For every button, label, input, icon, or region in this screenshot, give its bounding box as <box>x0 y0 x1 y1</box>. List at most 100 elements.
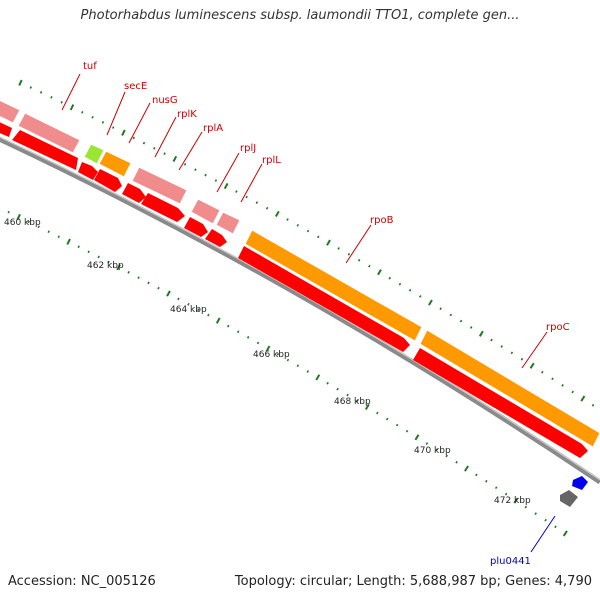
upper-scale-tick <box>368 264 371 268</box>
lower-scale-tick <box>137 276 140 279</box>
lower-scale-tick <box>147 281 150 285</box>
gene-label-rplJ[interactable]: rplJ <box>240 143 256 154</box>
gene-label-tuf[interactable]: tuf <box>83 61 97 72</box>
gene-feature-red-1[interactable] <box>0 120 12 137</box>
gene-feature-rplK[interactable] <box>131 166 188 205</box>
upper-scale-tick <box>419 295 422 298</box>
lower-scale-tick <box>414 434 420 441</box>
gene-label-plu0441[interactable]: plu0441 <box>490 556 531 567</box>
map-title: Photorhabdus luminescens subsp. laumondi… <box>80 8 520 23</box>
gene-feature-rpoC[interactable] <box>419 329 600 448</box>
upper-scale-tick <box>255 201 259 205</box>
gene-labels: tuf secE nusG rplK rplA rplJ rplL rpoB r… <box>83 61 570 567</box>
lower-scale-tick <box>455 460 458 464</box>
upper-scale-tick <box>306 229 310 233</box>
gene-feature-red-5[interactable] <box>122 183 146 203</box>
lower-scale-tick <box>227 324 230 328</box>
lower-scale-tick <box>364 403 370 411</box>
lower-scale-tick <box>187 302 190 306</box>
gene-feature-rpoB[interactable] <box>244 229 423 342</box>
callout-line-plu0441 <box>530 515 556 553</box>
gene-feature-red-6[interactable] <box>141 193 185 222</box>
gene-callouts <box>61 73 556 553</box>
kbp-labels: 460 kbp 462 kbp 464 kbp 466 kbp 468 kbp … <box>4 218 531 506</box>
lower-scale-tick <box>475 473 478 477</box>
callout-line-rpoC <box>521 331 548 369</box>
upper-scale-tick <box>478 330 484 337</box>
upper-scale-tick <box>286 218 289 221</box>
gene-feature-red-4[interactable] <box>94 169 122 192</box>
gene-label-rplA[interactable]: rplA <box>203 123 223 134</box>
upper-scale-tick <box>69 104 75 111</box>
gene-feature-rplA[interactable] <box>190 198 221 225</box>
gene-feature-red-8[interactable] <box>205 229 227 247</box>
gene-feature-red-10[interactable] <box>413 348 588 458</box>
gene-label-rpoB[interactable]: rpoB <box>370 215 394 226</box>
gene-feature-nusG[interactable] <box>98 150 132 178</box>
upper-scale-tick <box>317 235 320 239</box>
gene-feature-plu0441[interactable] <box>572 476 588 490</box>
kbp-label-468: 468 kbp <box>334 397 371 407</box>
upper-scale-tick <box>469 326 473 329</box>
upper-scale-tick <box>101 121 105 124</box>
gene-feature-secE[interactable] <box>83 143 105 165</box>
lower-scale-tick <box>315 374 321 381</box>
gene-feature-red-2[interactable] <box>12 130 78 170</box>
upper-scale-tick <box>132 136 135 140</box>
upper-scale-tick <box>529 362 535 369</box>
lower-scale-tick <box>524 505 528 509</box>
upper-scale-tick <box>580 395 586 402</box>
upper-scale-tick <box>194 168 197 171</box>
scale-ticks <box>7 79 595 537</box>
kbp-label-472: 472 kbp <box>494 496 531 506</box>
upper-scale-tick <box>377 269 382 276</box>
gene-feature-tuf[interactable] <box>17 112 81 154</box>
gene-label-rplL[interactable]: rplL <box>262 155 281 166</box>
lower-scale-tick <box>37 225 40 229</box>
kbp-label-470: 470 kbp <box>414 446 451 456</box>
callout-line-tuf <box>61 73 81 111</box>
lower-scale-tick <box>504 492 508 496</box>
lower-scale-tick <box>246 335 250 339</box>
lower-scale-tick <box>236 330 240 334</box>
gene-label-nusG[interactable]: nusG <box>152 95 178 106</box>
gene-feature-red-3[interactable] <box>78 162 98 180</box>
upper-scale-tick <box>223 182 229 190</box>
lower-scale-tick <box>376 411 379 415</box>
gene-label-secE[interactable]: secE <box>124 81 147 92</box>
lower-scale-tick <box>7 210 10 214</box>
upper-scale-tick <box>39 91 43 94</box>
lower-scale-tick <box>356 399 359 403</box>
lower-scale-tick <box>534 512 537 515</box>
callout-line-secE <box>106 91 126 136</box>
gene-label-rpoC[interactable]: rpoC <box>546 322 570 333</box>
upper-scale-tick <box>183 162 187 166</box>
gene-feature-red-7[interactable] <box>184 217 208 237</box>
lower-scale-tick <box>385 417 389 421</box>
lower-scale-tick <box>166 290 171 297</box>
callout-line-rplK <box>154 116 177 158</box>
callout-line-nusG <box>128 102 151 144</box>
gene-feature-rplJ[interactable] <box>215 211 241 235</box>
gene-feature-tuf-upper[interactable] <box>0 98 21 124</box>
upper-scale-tick <box>60 100 63 104</box>
gene-label-rplK[interactable]: rplK <box>177 109 197 120</box>
upper-scale-tick <box>153 147 156 150</box>
gene-feature-gray[interactable] <box>560 490 578 507</box>
lower-scale-tick <box>107 260 110 264</box>
upper-scale-tick <box>591 403 595 407</box>
lower-scale-tick <box>16 213 21 221</box>
lower-scale-tick <box>435 448 439 452</box>
kbp-label-464: 464 kbp <box>170 305 207 315</box>
lower-scale-tick <box>425 442 429 445</box>
lower-scale-tick <box>395 423 399 427</box>
upper-scale-tick <box>541 370 544 374</box>
lower-scale-tick <box>464 465 469 472</box>
upper-scale-tick <box>510 351 514 355</box>
upper-scale-tick <box>571 390 574 394</box>
lower-scale-tick <box>326 381 329 385</box>
lower-scale-tick <box>405 429 409 433</box>
lower-scale-tick <box>306 370 310 373</box>
gene-feature-red-9[interactable] <box>238 246 410 352</box>
